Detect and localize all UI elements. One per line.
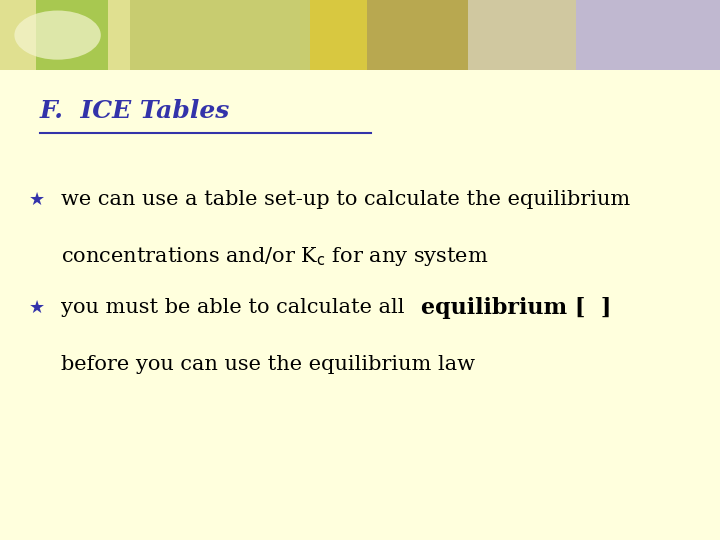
Text: ★: ★ — [29, 299, 45, 317]
Text: concentrations and/or K$_{\mathrm{c}}$ for any system: concentrations and/or K$_{\mathrm{c}}$ f… — [61, 245, 489, 268]
Bar — [468, 0, 576, 70]
Text: F.  ICE Tables: F. ICE Tables — [40, 99, 230, 123]
Bar — [310, 0, 374, 70]
Bar — [576, 0, 720, 70]
Text: you must be able to calculate all: you must be able to calculate all — [61, 298, 425, 318]
Bar — [367, 0, 468, 70]
Ellipse shape — [14, 10, 101, 59]
Text: ★: ★ — [29, 191, 45, 209]
Bar — [0, 0, 130, 70]
Text: we can use a table set-up to calculate the equilibrium: we can use a table set-up to calculate t… — [61, 190, 631, 210]
Bar — [130, 0, 331, 70]
Text: equilibrium [  ]: equilibrium [ ] — [421, 297, 611, 319]
Text: before you can use the equilibrium law: before you can use the equilibrium law — [61, 355, 475, 374]
Bar — [36, 0, 108, 70]
